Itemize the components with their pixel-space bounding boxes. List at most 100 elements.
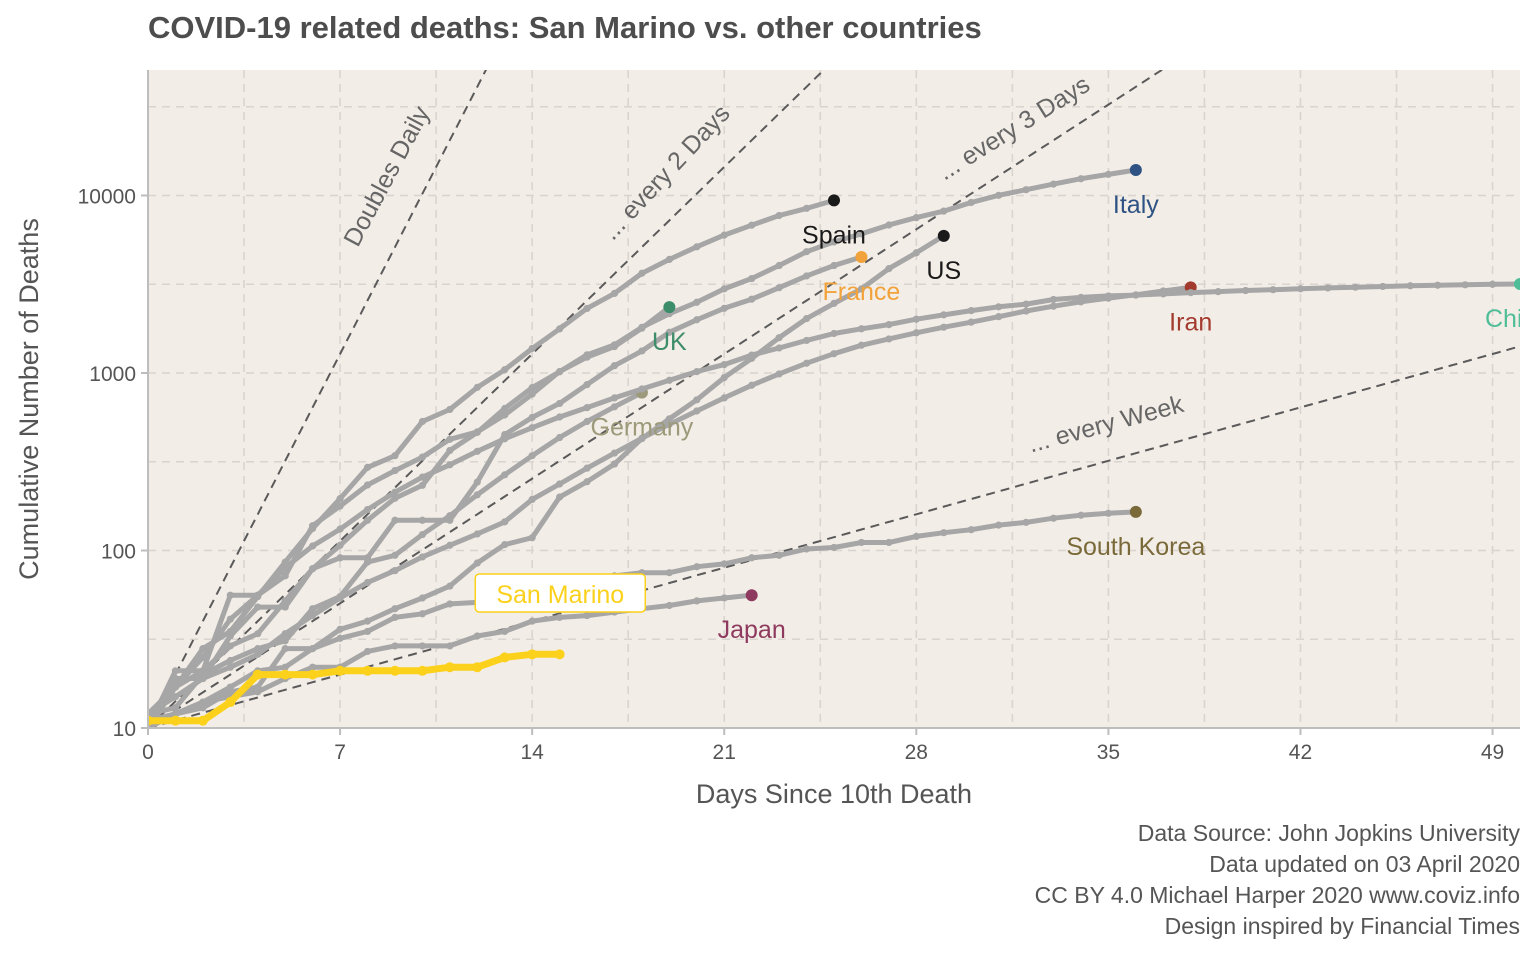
data-point <box>583 304 591 313</box>
data-point <box>802 314 811 323</box>
data-point <box>693 597 701 605</box>
data-point <box>693 243 701 251</box>
data-point <box>171 704 180 712</box>
data-point <box>391 452 399 460</box>
x-tick-label: 7 <box>334 741 346 764</box>
data-point <box>226 688 234 696</box>
data-point <box>391 551 399 559</box>
data-point <box>1022 307 1030 315</box>
series-label: Germany <box>591 414 694 442</box>
reference-lines <box>148 70 1520 728</box>
data-point <box>391 466 399 475</box>
data-point <box>473 632 481 640</box>
data-point <box>802 545 811 553</box>
series-end-point <box>1514 278 1520 291</box>
series-label: South Korea <box>1066 533 1205 561</box>
data-point <box>610 449 619 457</box>
data-point <box>857 341 866 349</box>
data-point <box>857 538 866 547</box>
data-point <box>610 362 619 370</box>
data-point <box>857 285 866 293</box>
data-point <box>472 662 483 673</box>
data-point <box>1379 282 1387 291</box>
x-tick-label: 35 <box>1097 741 1120 764</box>
data-point <box>775 370 783 378</box>
caption-data-source: Data Source: John Jopkins University <box>1137 820 1520 846</box>
data-point <box>995 313 1003 321</box>
data-point <box>363 481 372 489</box>
data-point <box>501 627 509 636</box>
data-point <box>363 578 372 587</box>
highlight-label-text: San Marino <box>496 581 624 609</box>
series-label: Iran <box>1169 308 1212 336</box>
data-point <box>252 669 263 680</box>
data-point <box>254 688 262 696</box>
caption-license: CC BY 4.0 Michael Harper 2020 www.coviz.… <box>1034 882 1520 908</box>
data-point <box>309 542 317 550</box>
data-point <box>556 493 564 501</box>
series-label: Japan <box>718 616 786 644</box>
data-point <box>391 488 399 496</box>
data-point <box>418 453 426 461</box>
x-tick-label: 28 <box>905 741 928 764</box>
data-point <box>1242 286 1250 295</box>
data-point <box>1049 302 1058 310</box>
data-point <box>226 663 234 671</box>
data-point <box>363 463 372 471</box>
x-tick-label: 42 <box>1289 741 1312 764</box>
data-point <box>830 261 838 270</box>
data-point <box>528 413 536 422</box>
series-line-san-marino <box>148 650 564 725</box>
data-point <box>148 715 153 726</box>
data-point <box>254 591 262 599</box>
data-point <box>967 526 975 534</box>
series-end-point <box>745 589 758 602</box>
x-tick-label: 49 <box>1481 741 1504 764</box>
series-end-point <box>855 251 868 264</box>
data-point <box>199 645 207 653</box>
x-tick-label: 14 <box>520 741 544 764</box>
data-point <box>583 381 591 389</box>
data-point <box>391 613 399 621</box>
data-point <box>940 529 948 537</box>
data-point <box>912 249 920 257</box>
data-point <box>830 299 838 307</box>
series-label: China <box>1485 305 1536 333</box>
data-point <box>1187 288 1195 297</box>
data-point <box>720 374 728 382</box>
data-point <box>336 634 344 642</box>
data-point <box>473 530 481 538</box>
y-tick-label: 1000 <box>89 363 136 386</box>
data-point <box>912 214 920 222</box>
reference-line <box>148 70 826 728</box>
data-point <box>665 420 673 428</box>
data-point <box>748 274 756 283</box>
reference-line <box>148 70 487 728</box>
data-point <box>995 191 1003 199</box>
data-point <box>748 351 756 359</box>
data-point <box>885 538 893 547</box>
caption-design: Design inspired by Financial Times <box>1164 913 1520 939</box>
data-point <box>418 553 426 561</box>
data-point <box>363 627 372 636</box>
data-point <box>940 311 948 319</box>
data-point <box>967 198 975 207</box>
x-tick-label: 0 <box>142 741 154 764</box>
data-point <box>583 464 591 472</box>
data-point <box>446 461 454 469</box>
data-point <box>391 494 399 502</box>
data-point <box>363 505 372 514</box>
data-point <box>857 325 866 333</box>
data-point <box>995 521 1003 529</box>
highlight-label: San Marino <box>474 573 647 613</box>
data-point <box>802 272 811 280</box>
data-point <box>1022 300 1030 308</box>
data-point <box>418 473 426 481</box>
data-point <box>583 417 591 426</box>
data-point <box>446 446 454 455</box>
data-point <box>556 433 564 442</box>
data-point <box>1351 283 1359 291</box>
data-point <box>336 625 344 633</box>
data-point <box>417 665 428 676</box>
data-point <box>446 512 454 520</box>
